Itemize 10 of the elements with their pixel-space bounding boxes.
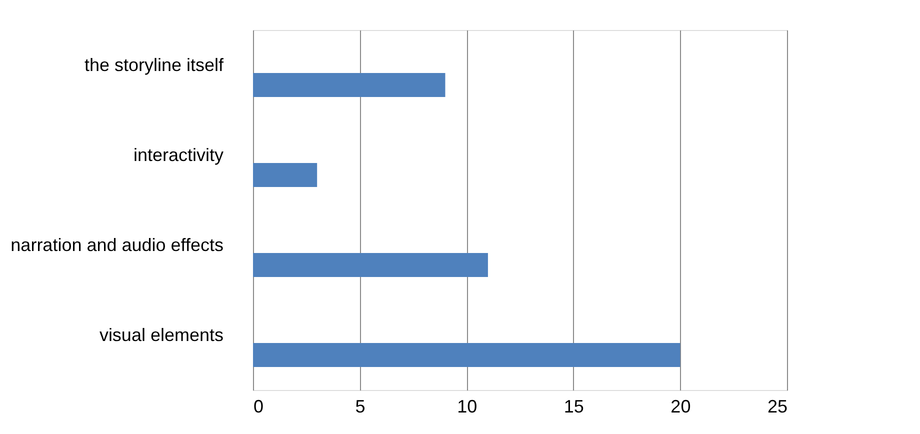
x-tick-label: 5: [355, 396, 366, 416]
y-tick-label: visual elements: [99, 325, 224, 345]
y-tick-label: interactivity: [133, 145, 224, 165]
y-tick-label: narration and audio effects: [10, 235, 224, 255]
x-tick-label: 0: [254, 396, 264, 416]
x-tick-label: 15: [564, 396, 584, 416]
x-tick-label: 25: [767, 396, 788, 416]
x-tick-label: 20: [670, 396, 691, 416]
x-tick-label: 10: [457, 396, 478, 416]
y-tick-label: the storyline itself: [84, 55, 224, 75]
